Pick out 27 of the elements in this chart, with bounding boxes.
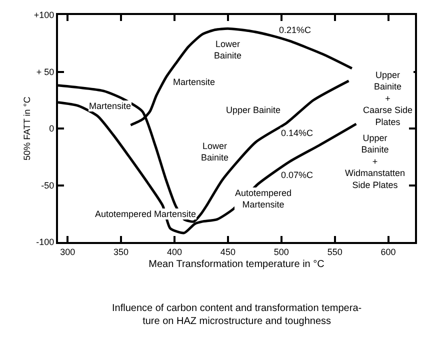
- y-tick-label: + 50: [36, 66, 54, 77]
- x-tick-label: 350: [114, 246, 129, 257]
- y-tick-label: +100: [34, 10, 54, 20]
- y-axis-title: 50% FATT in °C: [22, 96, 32, 160]
- y-tick-label: 0: [49, 124, 54, 134]
- x-tick-label: 500: [274, 246, 289, 257]
- annotation: Upper Bainite + Widmanstatten Side Plates: [345, 133, 406, 190]
- y-tick-label: -50: [41, 180, 54, 190]
- x-axis-title: Mean Transformation temperature in °C: [148, 258, 324, 270]
- annotation: Upper Bainite: [226, 105, 281, 115]
- annotation: Lower Bainite: [214, 39, 242, 61]
- annotation: 0.07%C: [281, 170, 314, 180]
- annotation: 0.14%C: [281, 128, 314, 138]
- annotation: Martensite: [89, 101, 132, 111]
- annotation: Autotempered Martensite: [95, 209, 196, 219]
- x-tick-label: 400: [166, 246, 182, 257]
- annotation: Autotempered Martensite: [235, 188, 292, 210]
- y-tick-label: -100: [36, 237, 54, 248]
- x-tick-label: 300: [60, 246, 76, 257]
- annotation: Lower Bainite: [201, 141, 229, 163]
- x-tick-label: 450: [220, 246, 236, 257]
- annotation: Upper Bainite + Caarse Side Plates: [363, 70, 413, 127]
- x-tick-label: 550: [327, 246, 342, 257]
- x-tick-label: 600: [380, 246, 396, 257]
- annotation: Martensite: [173, 77, 216, 87]
- annotation: 0.21%C: [279, 25, 312, 35]
- text: Influence of carbon content and transformation tempera- ture on HAZ microstructure and toughness: [112, 303, 362, 327]
